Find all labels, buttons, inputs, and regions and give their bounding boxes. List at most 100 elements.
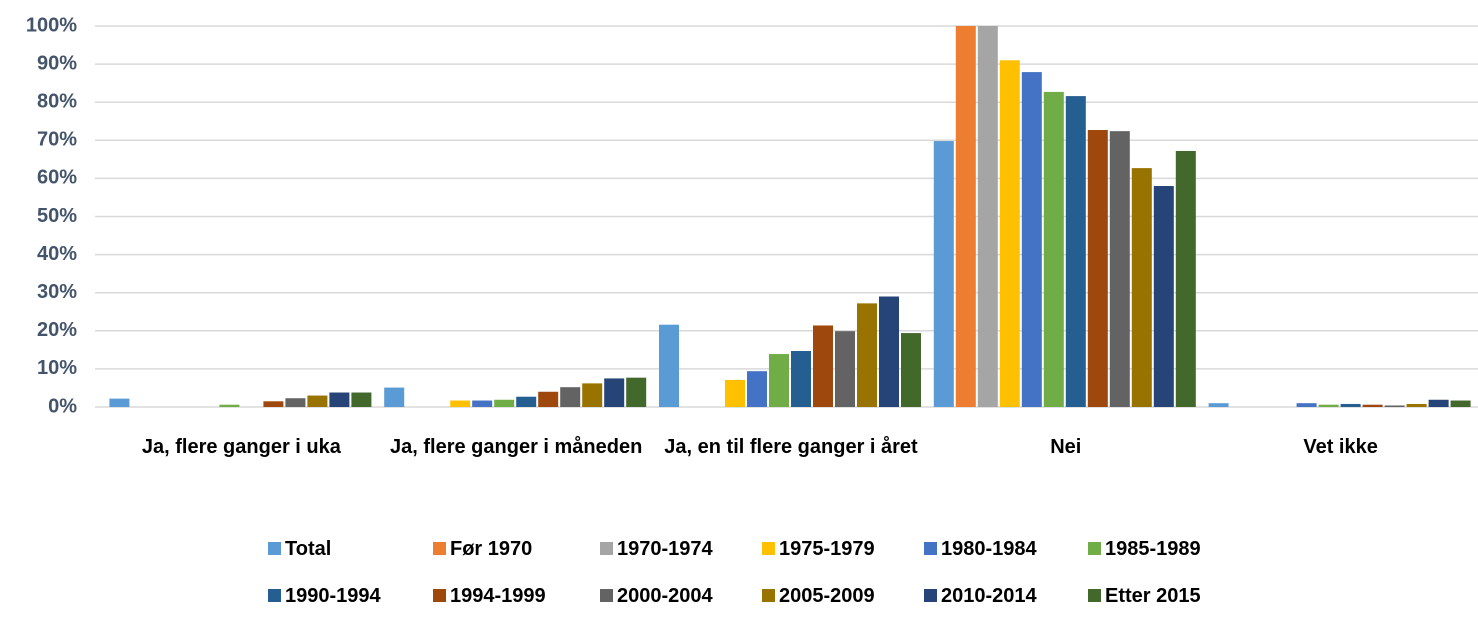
legend-label: 1975-1979 [779, 538, 875, 560]
bar [450, 400, 471, 407]
y-tick-label: 100% [26, 14, 77, 36]
bar [516, 396, 537, 407]
legend-label: 2010-2014 [941, 585, 1037, 607]
y-tick-label: 10% [37, 357, 77, 379]
bar [977, 26, 998, 407]
legend-swatch [600, 542, 613, 555]
y-tick-label: 50% [37, 205, 77, 227]
legend-label: 1985-1989 [1105, 538, 1201, 560]
bar [307, 395, 328, 407]
bar [1362, 404, 1383, 407]
x-tick-label: Vet ikke [1303, 436, 1378, 458]
bar [1153, 186, 1174, 407]
legend-item: 1975-1979 [762, 538, 875, 561]
bar [1109, 131, 1130, 407]
bar [1318, 404, 1339, 407]
legend-label: 1994-1999 [450, 585, 546, 607]
bar [879, 296, 899, 407]
bar [955, 26, 976, 407]
bar [384, 387, 405, 407]
bar [1131, 168, 1152, 407]
legend-swatch [433, 589, 446, 602]
legend-item: 1970-1974 [600, 538, 713, 561]
legend-swatch [762, 542, 775, 555]
legend-item: 2005-2009 [762, 585, 875, 608]
legend-swatch [268, 589, 281, 602]
bar [1428, 399, 1449, 407]
legend-label: 1990-1994 [285, 585, 381, 607]
x-tick-label: Ja, en til flere ganger i året [664, 436, 918, 458]
bar [901, 333, 921, 407]
legend-swatch [762, 589, 775, 602]
legend-label: 2000-2004 [617, 585, 713, 607]
legend-item: 1994-1999 [433, 585, 546, 608]
bar [999, 60, 1020, 407]
legend-item: 2010-2014 [924, 585, 1037, 608]
legend-item: Før 1970 [433, 538, 532, 561]
y-tick-label: 70% [37, 129, 77, 151]
legend-item: 1990-1994 [268, 585, 381, 608]
bar [933, 141, 954, 407]
bar [582, 383, 603, 407]
bar [263, 401, 284, 407]
x-tick-label: Ja, flere ganger i uka [141, 436, 341, 458]
bar [494, 399, 515, 407]
bar [1087, 130, 1108, 407]
x-tick-label: Nei [1050, 436, 1082, 458]
bar [1021, 72, 1042, 407]
bar [835, 331, 855, 407]
bar [538, 391, 559, 407]
bar [791, 350, 811, 407]
legend-swatch [924, 542, 937, 555]
legend-swatch [1088, 542, 1101, 555]
bar [604, 378, 625, 407]
legend-item: Total [268, 538, 331, 561]
bar [659, 324, 679, 407]
bar [351, 392, 372, 407]
y-tick-label: 80% [37, 90, 77, 112]
y-tick-label: 30% [37, 281, 77, 303]
bar [769, 354, 789, 407]
bar [747, 371, 767, 407]
y-tick-label: 60% [37, 167, 77, 189]
legend-label: 1980-1984 [941, 538, 1037, 560]
bar [626, 377, 647, 407]
legend-item: Etter 2015 [1088, 585, 1201, 608]
y-tick-label: 40% [37, 243, 77, 265]
legend-swatch [1088, 589, 1101, 602]
bar [725, 379, 745, 407]
legend-label: Før 1970 [450, 538, 533, 560]
bar [1450, 400, 1471, 407]
legend-swatch [268, 542, 281, 555]
bar [1406, 403, 1427, 407]
bar [1208, 403, 1229, 407]
legend-swatch [600, 589, 613, 602]
legend-swatch [433, 542, 446, 555]
bar [1175, 150, 1196, 407]
bar [560, 387, 581, 407]
bar [857, 303, 877, 407]
y-tick-label: 20% [37, 319, 77, 341]
legend-label: Total [285, 538, 332, 560]
bar [1296, 403, 1317, 407]
bar [1065, 96, 1086, 407]
bar [285, 398, 306, 407]
bar [1384, 405, 1405, 407]
bar [813, 325, 833, 407]
legend-label: 2005-2009 [779, 585, 875, 607]
bar [109, 398, 130, 407]
legend-swatch [924, 589, 937, 602]
legend-label: 1970-1974 [617, 538, 713, 560]
x-tick-label: Ja, flere ganger i måneden [390, 436, 643, 458]
legend-label: Etter 2015 [1105, 585, 1201, 607]
y-tick-label: 90% [37, 52, 77, 74]
legend-item: 2000-2004 [600, 585, 713, 608]
legend-item: 1985-1989 [1088, 538, 1201, 561]
bar [329, 392, 350, 407]
bar [1340, 403, 1361, 407]
bar [219, 404, 240, 407]
y-tick-label: 0% [48, 395, 77, 417]
bar [1043, 91, 1064, 408]
